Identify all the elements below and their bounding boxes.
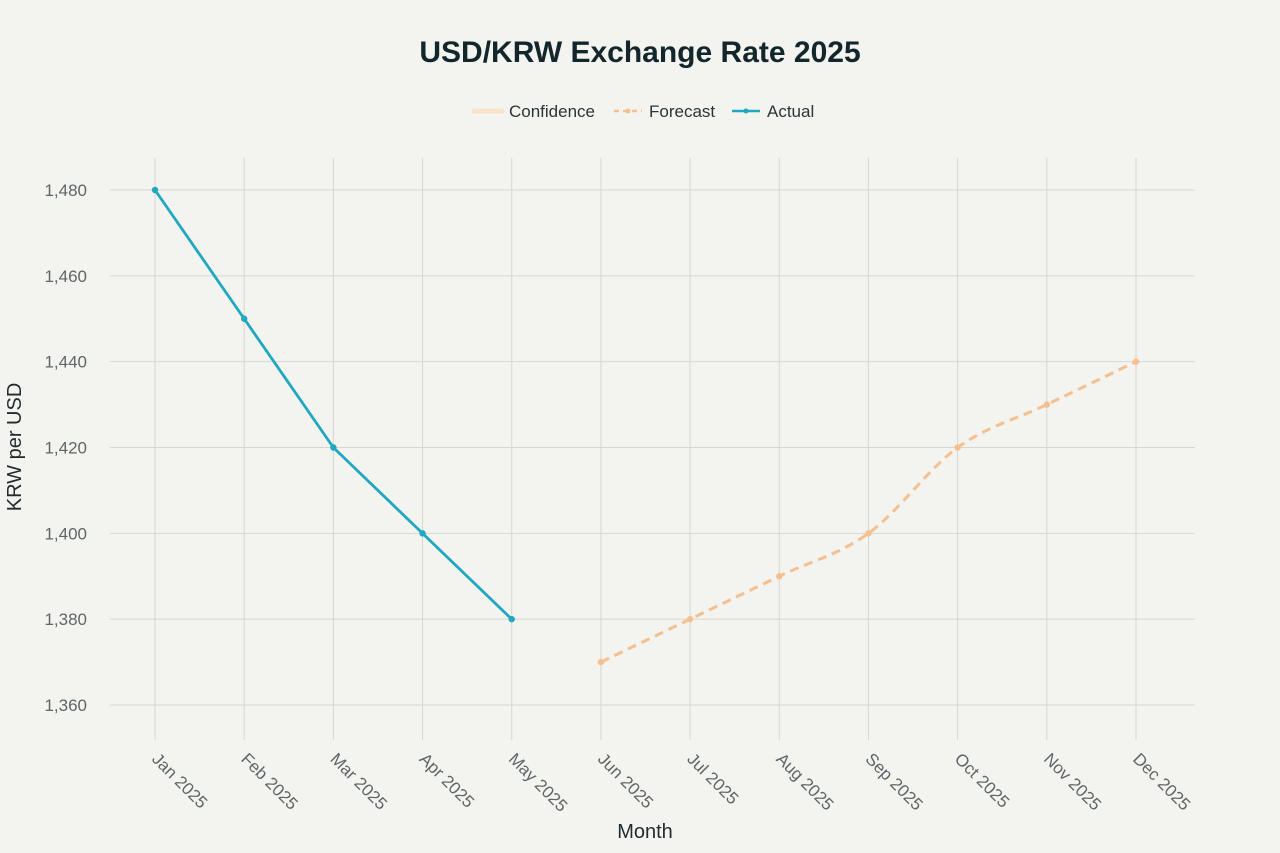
series-layer (151, 186, 1140, 666)
legend-label-actual: Actual (767, 102, 814, 121)
data-point-actual (330, 444, 337, 451)
y-tick-label: 1,440 (44, 353, 87, 372)
x-tick-label: Jun 2025 (594, 749, 657, 812)
data-point-forecast (597, 658, 605, 666)
data-point-forecast (1132, 358, 1140, 365)
chart-title: USD/KRW Exchange Rate 2025 (419, 36, 860, 69)
x-axis-ticks: Jan 2025 Feb 2025 Mar 2025 Apr 2025 May 2025… (148, 749, 1194, 815)
legend-item-confidence[interactable]: Confidence (471, 102, 595, 121)
y-tick-label: 1,460 (44, 267, 87, 286)
y-gridlines (110, 189, 1195, 706)
data-point-actual (508, 615, 515, 623)
x-tick-label: Jan 2025 (148, 749, 211, 812)
legend-marker-forecast (625, 108, 631, 114)
legend-item-forecast[interactable]: Forecast (614, 102, 715, 121)
y-tick-label: 1,360 (44, 696, 87, 715)
legend-label-confidence: Confidence (509, 102, 595, 121)
x-tick-label: Apr 2025 (416, 749, 478, 811)
y-tick-label: 1,420 (44, 439, 87, 458)
data-point-forecast (1043, 401, 1051, 408)
y-axis-title: KRW per USD (4, 383, 26, 512)
data-point-forecast (776, 573, 783, 580)
y-axis-ticks: 1,360 1,380 1,400 1,420 1,440 1,460 1,480 (44, 181, 87, 715)
x-tick-label: Feb 2025 (237, 749, 301, 813)
x-tick-label: Jul 2025 (683, 749, 742, 808)
data-point-forecast (954, 444, 961, 451)
data-point-actual (151, 186, 159, 194)
chart-legend: Confidence Forecast Actual (471, 102, 814, 121)
x-tick-label: Aug 2025 (772, 749, 837, 814)
x-axis-title: Month (617, 821, 673, 843)
y-tick-label: 1,480 (44, 181, 87, 200)
data-point-actual (419, 530, 426, 537)
x-tick-label: Mar 2025 (327, 749, 391, 813)
x-tick-label: Sep 2025 (862, 749, 927, 814)
data-point-forecast (686, 615, 694, 623)
data-point-forecast (865, 530, 872, 537)
y-tick-label: 1,380 (44, 610, 87, 629)
data-point-actual (240, 315, 248, 322)
x-tick-label: Nov 2025 (1040, 749, 1105, 814)
legend-label-forecast: Forecast (649, 102, 715, 121)
x-gridlines (154, 158, 1137, 740)
x-tick-label: May 2025 (505, 749, 571, 815)
y-tick-label: 1,400 (44, 524, 87, 543)
x-tick-label: Oct 2025 (951, 749, 1013, 811)
legend-item-actual[interactable]: Actual (732, 102, 814, 121)
x-tick-label: Dec 2025 (1129, 749, 1194, 814)
legend-marker-actual (743, 108, 749, 114)
